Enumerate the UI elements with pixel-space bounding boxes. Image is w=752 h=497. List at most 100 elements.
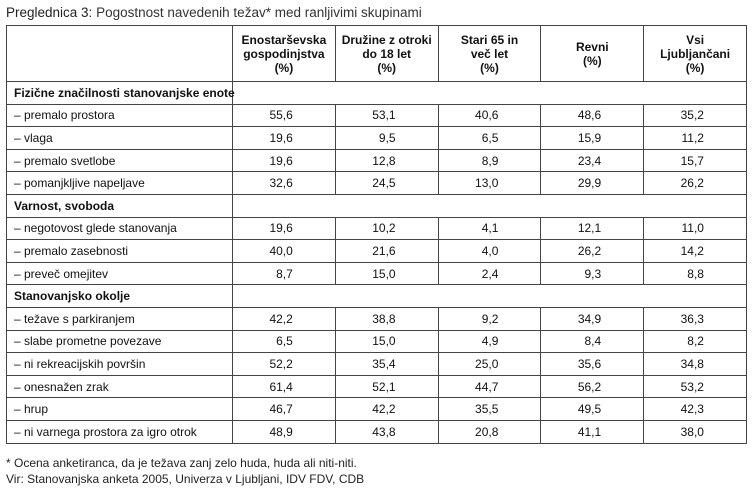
row-label: – negotovost glede stanovanja: [6, 216, 233, 241]
value-cell: 42,2: [232, 306, 336, 331]
footnote: * Ocena anketiranca, da je težava zanj z…: [6, 456, 357, 470]
data-table: Enostarševska gospodinjstva (%) Družine z o…: [6, 25, 747, 444]
value-cell: 32,6: [232, 171, 336, 195]
row-label: – premalo prostora: [6, 103, 233, 128]
value-cell: 53,1: [334, 103, 439, 128]
table-row: – premalo zasebnosti 40,0 21,6 4,0 26,2 14,2: [6, 239, 747, 263]
column-header-line: (%): [582, 53, 602, 68]
value-cell: 19,6: [232, 216, 336, 241]
value-cell: 35,2: [643, 103, 747, 128]
row-label: – težave s parkiranjem: [6, 306, 233, 331]
table-row: – onesnažen zrak 61,4 52,1 44,7 56,2 53,2: [6, 374, 747, 399]
column-header-line: (%): [377, 60, 397, 75]
value-cell: 43,8: [334, 419, 439, 444]
section-title: Fizične značilnosti stanovanjske enote: [6, 81, 235, 105]
header-corner: [6, 25, 233, 82]
row-label: – pomanjkljive napeljave: [6, 171, 233, 195]
table-row: – premalo svetlobe 19,6 12,8 8,9 23,4 15,7: [6, 148, 747, 173]
value-cell: 15,9: [540, 126, 645, 150]
column-header-line: Stari 65 in: [460, 32, 519, 47]
value-cell: 19,6: [232, 148, 336, 173]
caption-label: Preglednica 3:: [6, 5, 93, 20]
value-cell: 13,0: [437, 171, 542, 195]
value-cell: 8,7: [232, 261, 336, 286]
column-header: Enostarševska gospodinjstva (%): [232, 25, 336, 82]
value-cell: 35,6: [540, 352, 645, 376]
value-cell: 8,2: [643, 329, 747, 354]
row-label: – premalo svetlobe: [6, 148, 233, 173]
table-row: – premalo prostora 55,6 53,1 40,6 48,6 35,2: [6, 103, 747, 128]
value-cell: 56,2: [540, 374, 645, 399]
value-cell: 38,8: [334, 306, 439, 331]
section-row: Varnost, svoboda: [6, 193, 747, 218]
value-cell: 15,7: [643, 148, 747, 173]
column-header-line: Družine z otroki: [341, 32, 432, 47]
row-label: – hrup: [6, 397, 233, 421]
column-header-line: do 18 let: [362, 46, 412, 61]
value-cell: 52,1: [334, 374, 439, 399]
value-cell: 44,7: [437, 374, 542, 399]
column-header: Vsi Ljubljančani (%): [643, 25, 747, 82]
section-blank: [232, 193, 747, 218]
value-cell: 49,5: [540, 397, 645, 421]
table-row: – hrup 46,7 42,2 35,5 49,5 42,3: [6, 397, 747, 421]
value-cell: 34,9: [540, 306, 645, 331]
value-cell: 41,1: [540, 419, 645, 444]
table-row: – ni rekreacijskih površin 52,2 35,4 25,0 35…: [6, 352, 747, 376]
column-header: Družine z otroki do 18 let (%): [334, 25, 439, 82]
row-label: – premalo zasebnosti: [6, 239, 233, 263]
value-cell: 38,0: [643, 419, 747, 444]
value-cell: 9,5: [334, 126, 439, 150]
value-cell: 6,5: [232, 329, 336, 354]
caption-text: Pogostnost navedenih težav* med ranljivi…: [96, 5, 422, 20]
section-title: Stanovanjsko okolje: [6, 284, 233, 308]
table-row: – negotovost glede stanovanja 19,6 10,2 4,1…: [6, 216, 747, 241]
column-header-line: Ljubljančani: [660, 46, 731, 61]
table-row: – težave s parkiranjem 42,2 38,8 9,2 34,9 36,…: [6, 306, 747, 331]
value-cell: 20,8: [437, 419, 542, 444]
source-note: Vir: Stanovanjska anketa 2005, Univerza …: [6, 471, 365, 486]
column-header: Revni (%): [540, 25, 645, 82]
value-cell: 48,9: [232, 419, 336, 444]
value-cell: 12,1: [540, 216, 645, 241]
value-cell: 48,6: [540, 103, 645, 128]
row-label: – onesnažen zrak: [6, 374, 233, 399]
value-cell: 8,9: [437, 148, 542, 173]
value-cell: 35,4: [334, 352, 439, 376]
value-cell: 15,0: [334, 261, 439, 286]
value-cell: 14,2: [643, 239, 747, 263]
value-cell: 9,2: [437, 306, 542, 331]
value-cell: 4,9: [437, 329, 542, 354]
table-header: Enostarševska gospodinjstva (%) Družine z o…: [6, 25, 747, 82]
column-header: Stari 65 in več let (%): [437, 25, 542, 82]
value-cell: 12,8: [334, 148, 439, 173]
value-cell: 10,2: [334, 216, 439, 241]
value-cell: 29,9: [540, 171, 645, 195]
column-header-line: Vsi: [686, 32, 705, 47]
table-row: – vlaga 19,6 9,5 6,5 15,9 11,2: [6, 126, 747, 150]
section-row: Fizične značilnosti stanovanjske enote: [6, 81, 747, 105]
table-body: Fizične značilnosti stanovanjske enote – …: [6, 81, 747, 444]
section-blank: [232, 284, 747, 308]
value-cell: 53,2: [643, 374, 747, 399]
column-header-line: gospodinjstva: [243, 46, 325, 61]
table-notes: * Ocena anketiranca, da je težava zanj z…: [6, 456, 364, 487]
table-row: – pomanjkljive napeljave 32,6 24,5 13,0 29,9…: [6, 171, 747, 195]
value-cell: 8,8: [643, 261, 747, 286]
value-cell: 15,0: [334, 329, 439, 354]
value-cell: 23,4: [540, 148, 645, 173]
section-title: Varnost, svoboda: [6, 193, 233, 218]
value-cell: 4,1: [437, 216, 542, 241]
column-header-line: Revni: [575, 39, 609, 54]
table-row: – ni varnega prostora za igro otrok 48,9 4…: [6, 419, 747, 444]
value-cell: 46,7: [232, 397, 336, 421]
value-cell: 6,5: [437, 126, 542, 150]
row-label: – ni varnega prostora za igro otrok: [6, 419, 233, 444]
column-header-line: Enostarševska: [241, 32, 327, 47]
section-blank: [232, 81, 747, 105]
section-row: Stanovanjsko okolje: [6, 284, 747, 308]
header-row: Enostarševska gospodinjstva (%) Družine z o…: [6, 25, 747, 82]
row-label: – vlaga: [6, 126, 233, 150]
value-cell: 40,0: [232, 239, 336, 263]
value-cell: 55,6: [232, 103, 336, 128]
